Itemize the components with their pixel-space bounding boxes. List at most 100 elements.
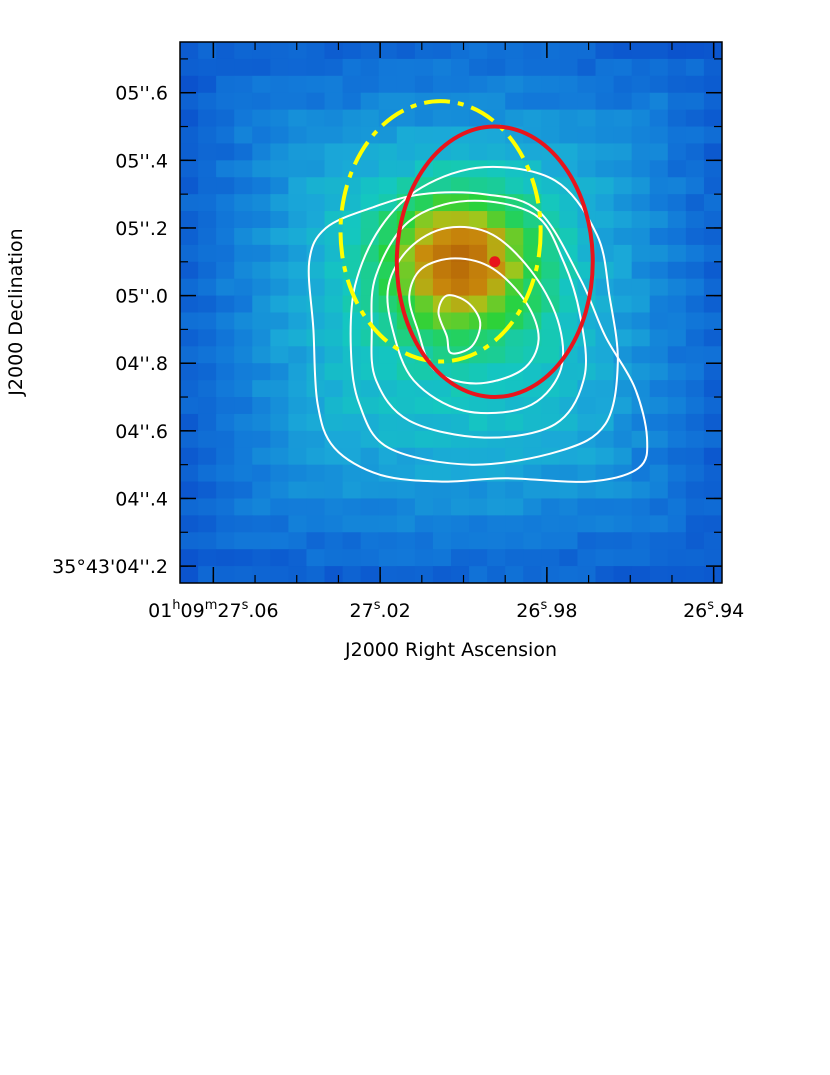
heatmap-cell [541,177,560,195]
heatmap-cell [667,58,687,77]
heatmap-cell [667,532,687,550]
heatmap-cell [451,143,470,161]
heatmap-cell [216,109,235,128]
heatmap-cell [505,42,524,60]
heatmap-cell [198,447,217,466]
heatmap-cell [252,380,271,398]
heatmap-cell [505,346,524,364]
heatmap-cell [396,515,416,533]
heatmap-cell [324,532,344,550]
heatmap-cell [234,295,253,314]
heatmap-cell [685,194,705,212]
heatmap-cell [685,143,705,161]
heatmap-cell [595,42,615,60]
heatmap-cell [306,397,326,415]
heatmap-cell [685,363,705,381]
heatmap-cell [216,346,235,364]
heatmap-cell [360,532,380,550]
heatmap-cell [252,227,271,246]
heatmap-cell [288,143,308,161]
heatmap-cell [595,363,615,381]
heatmap-cell [505,109,524,128]
heatmap-cell [216,177,235,195]
heatmap-cell [324,329,344,347]
heatmap-cell [667,177,687,195]
heatmap-cell [342,447,362,466]
heatmap-cell [523,143,542,161]
heatmap-cell [613,261,633,280]
heatmap-cell [469,194,488,212]
heatmap-cell [288,498,308,516]
heatmap-cell [469,447,488,466]
heatmap-cell [342,515,362,533]
heatmap-cell [360,363,380,381]
heatmap-cell [198,549,217,567]
heatmap-cell [198,566,217,583]
heatmap-cell [414,515,434,533]
heatmap-cell [270,329,289,347]
heatmap-cell [342,329,362,347]
heatmap-cell [198,312,217,331]
heatmap-cell [378,447,398,466]
heatmap-cell [541,244,560,263]
heatmap-cell [649,109,669,128]
heatmap-cell [180,143,199,161]
heatmap-cell [631,177,651,195]
heatmap-cell [631,312,651,331]
heatmap-cell [667,244,687,263]
heatmap-cell [649,464,669,483]
heatmap-cell [216,329,235,347]
heatmap-cell [649,312,669,331]
heatmap-cell [360,481,380,500]
heatmap-cell [216,380,235,398]
heatmap-cell [288,380,308,398]
heatmap-cell [252,75,271,94]
heatmap-cell [252,532,271,550]
heatmap-cell [180,75,199,94]
heatmap-cell [432,397,452,415]
heatmap-cell [288,42,308,60]
heatmap-cell [667,481,687,500]
heatmap-cell [216,515,235,533]
heatmap-cell [342,430,362,449]
heatmap-cell [523,566,542,583]
heatmap-cell [432,227,452,246]
heatmap-cell [216,481,235,500]
heatmap-cell [234,566,253,583]
heatmap-cell [613,295,633,314]
heatmap-cell [469,227,488,246]
heatmap-cell [559,92,579,111]
heatmap-cell [378,126,398,145]
heatmap-cell [378,549,398,567]
heatmap-cell [613,143,633,161]
heatmap-cell [198,532,217,550]
heatmap-cell [541,515,560,533]
contour-line [437,294,482,355]
heatmap-cell [288,126,308,145]
heatmap-cell [180,109,199,128]
heatmap-cell [324,278,344,297]
heatmap-cell [451,515,470,533]
heatmap-cell [306,430,326,449]
heatmap-cell [306,481,326,500]
heatmap-cell [234,42,253,60]
heatmap-cell [414,413,434,432]
heatmap-cell [505,566,524,583]
heatmap-cell [270,464,289,483]
heatmap-cell [541,397,560,415]
circle-layer [338,99,595,400]
heatmap-cell [559,312,579,331]
heatmap-cell [523,532,542,550]
heatmap-cell [595,109,615,128]
heatmap-cell [306,58,326,77]
heatmap-cell [649,515,669,533]
heatmap-cell [360,109,380,128]
heatmap-cell [703,126,722,145]
heatmap-cell [360,227,380,246]
heatmap-cell [288,397,308,415]
heatmap-cell [414,312,434,331]
heatmap-cell [703,58,722,77]
heatmap-cell [451,211,470,229]
heatmap-cell [685,278,705,297]
heatmap-cell [216,211,235,229]
